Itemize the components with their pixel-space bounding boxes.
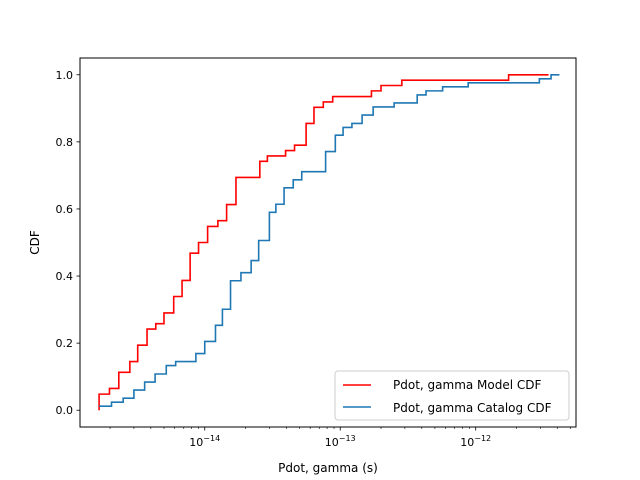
y-tick-label: 0.4 xyxy=(56,270,74,283)
plot-area xyxy=(80,58,576,427)
plot-frame xyxy=(79,57,577,428)
series-layer xyxy=(98,73,560,411)
series-line-model xyxy=(98,73,549,411)
x-tick-label: 10−13 xyxy=(325,434,356,449)
x-axis-label: Pdot, gamma (s) xyxy=(278,461,378,475)
series-line-catalog xyxy=(99,73,560,407)
x-tick-label: 10−14 xyxy=(189,434,220,449)
legend-box xyxy=(334,370,570,421)
y-tick-label: 0.8 xyxy=(56,136,74,149)
y-axis-label: CDF xyxy=(28,230,42,255)
y-tick-label: 0.6 xyxy=(56,203,74,216)
x-tick-label: 10−12 xyxy=(460,434,491,449)
y-tick-label: 0.2 xyxy=(56,337,74,350)
y-tick-label: 1.0 xyxy=(56,69,74,82)
legend-label-model: Pdot, gamma Model CDF xyxy=(393,378,542,392)
ticks-layer: 0.0 0.2 0.4 0.6 0.8 1.0 10−14 10−13 10−12 xyxy=(56,69,571,449)
legend-label-catalog: Pdot, gamma Catalog CDF xyxy=(393,401,552,415)
y-tick-label: 0.0 xyxy=(56,404,74,417)
legend: Pdot, gamma Model CDF Pdot, gamma Catalo… xyxy=(334,370,570,421)
